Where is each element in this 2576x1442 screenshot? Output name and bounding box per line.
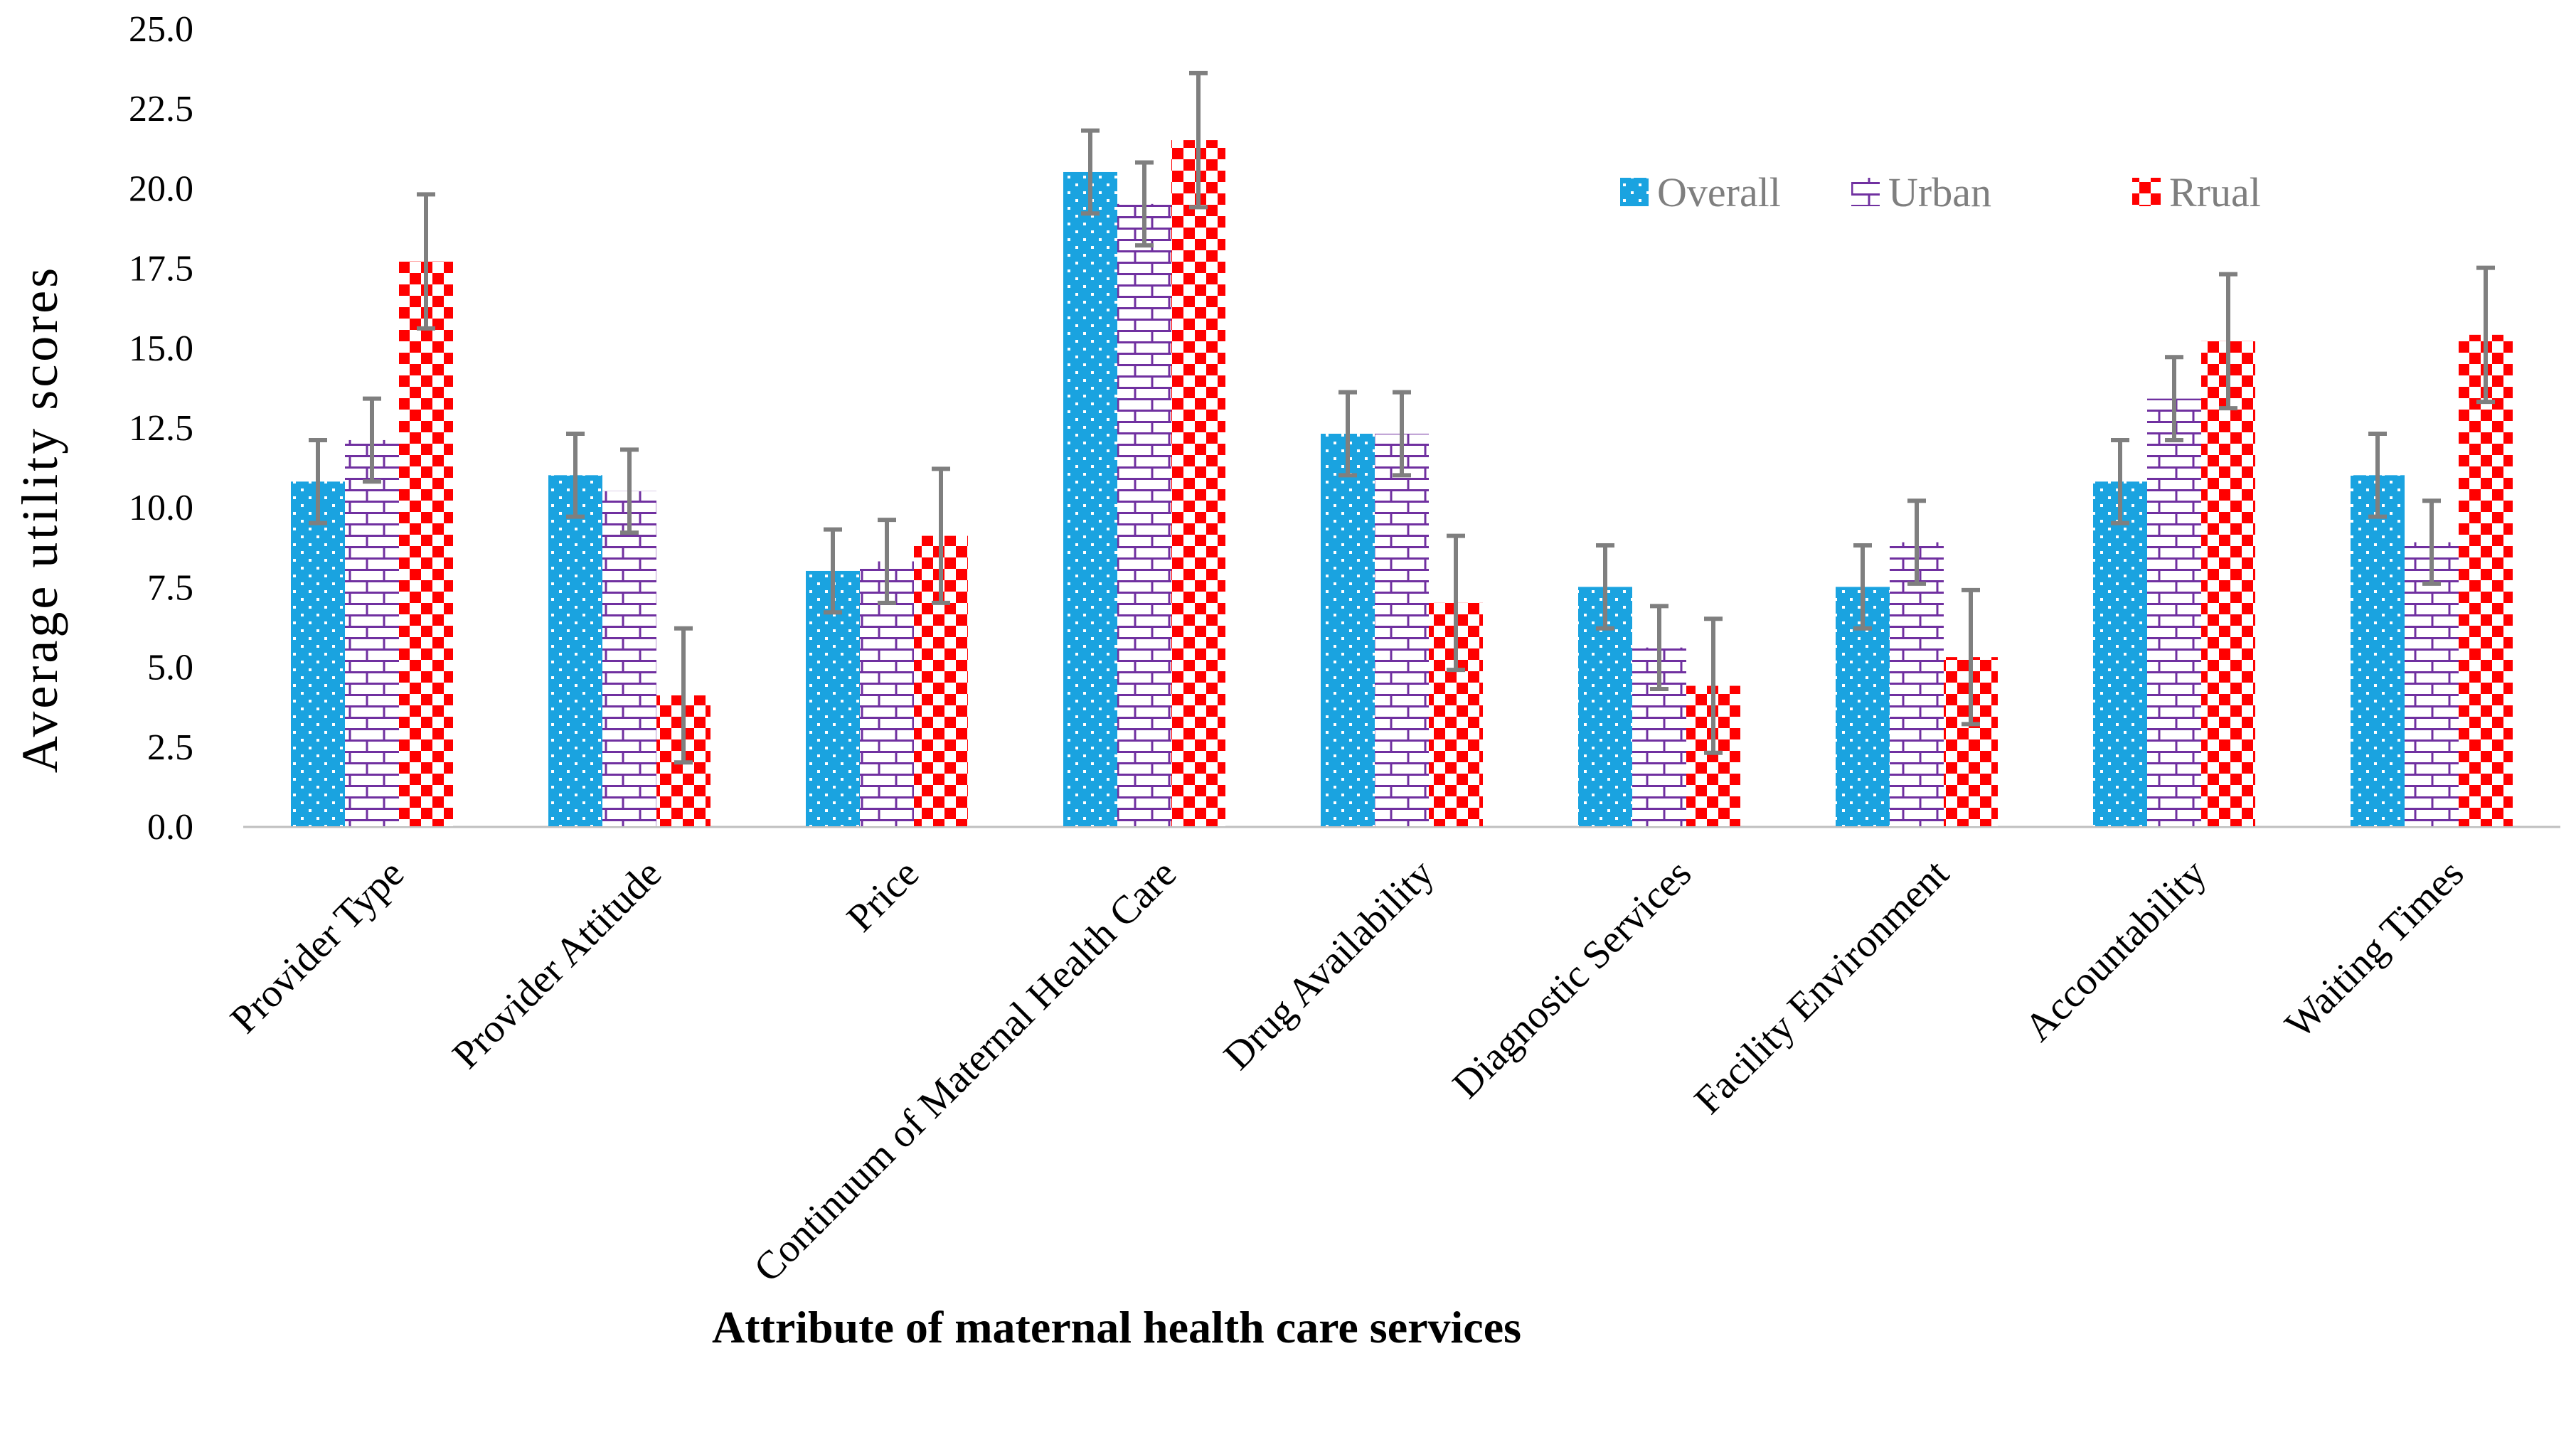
x-tick-label: Continuum of Maternal Health Care <box>745 851 1185 1291</box>
error-bar <box>309 437 327 525</box>
error-bar <box>1393 390 1411 478</box>
x-axis: Provider Type Provider Attitude PriceConti… <box>222 826 2560 1291</box>
bar-urban-7 <box>2147 398 2201 826</box>
x-axis-title: Attribute of maternal health care servic… <box>712 1302 1521 1352</box>
legend-label-rrual: Rrual <box>2169 169 2261 215</box>
error-bars <box>309 70 2495 765</box>
y-tick-label: 12.5 <box>129 408 193 449</box>
y-tick-label: 0.0 <box>147 807 193 848</box>
x-tick-label: Waiting Times <box>2277 851 2472 1047</box>
y-tick-label: 7.5 <box>147 567 193 608</box>
y-tick-label: 10.0 <box>129 488 193 528</box>
error-bar <box>1907 498 1926 586</box>
error-bar <box>417 192 435 331</box>
bar-overall-7 <box>2093 481 2147 826</box>
legend-label-urban: Urban <box>1888 169 1991 215</box>
bar-rrual-3 <box>1171 140 1225 826</box>
bar-urban-0 <box>345 439 399 826</box>
error-bar <box>2422 498 2441 586</box>
error-bar <box>824 527 842 615</box>
x-tick-label: Provider Attitude <box>444 851 670 1077</box>
bar-overall-1 <box>548 475 602 826</box>
bar-overall-0 <box>291 481 345 826</box>
error-bar <box>1853 543 1872 631</box>
error-bar <box>363 396 381 484</box>
error-bar <box>2111 437 2129 525</box>
legend-swatch-overall <box>1620 178 1649 206</box>
bar-urban-1 <box>602 491 656 826</box>
error-bar <box>2219 272 2237 411</box>
y-tick-label: 17.5 <box>129 249 193 289</box>
error-bar <box>1189 70 1208 210</box>
error-bar <box>932 466 950 605</box>
error-bar <box>566 431 585 519</box>
error-bar <box>1704 616 1723 755</box>
x-tick-label: Accountability <box>2016 851 2215 1050</box>
bar-overall-4 <box>1321 433 1375 826</box>
error-bar <box>620 447 639 535</box>
y-tick-label: 2.5 <box>147 727 193 768</box>
error-bar <box>2476 265 2495 405</box>
error-bar <box>2165 355 2183 442</box>
error-bar <box>878 518 896 605</box>
bar-urban-8 <box>2405 542 2459 826</box>
error-bar <box>1596 543 1614 631</box>
bar-urban-2 <box>860 561 914 826</box>
bar-overall-3 <box>1063 171 1117 826</box>
y-tick-label: 5.0 <box>147 648 193 688</box>
x-tick-label: Diagnostic Services <box>1444 851 1700 1106</box>
error-bar <box>674 626 693 765</box>
error-bar <box>1081 128 1100 216</box>
bar-rrual-0 <box>399 261 453 826</box>
bar-urban-6 <box>1890 542 1944 826</box>
x-tick-label: Price <box>839 851 927 940</box>
x-tick-label: Provider Type <box>222 851 413 1042</box>
y-tick-label: 15.0 <box>129 329 193 369</box>
x-tick-label: Facility Environment <box>1686 851 1958 1123</box>
error-bar <box>1338 390 1357 478</box>
bars <box>291 140 2513 827</box>
legend-swatch-rrual <box>2132 178 2161 206</box>
error-bar <box>1135 160 1154 248</box>
y-axis-title-group: Average utility scores <box>11 265 68 773</box>
error-bar <box>1962 587 1980 727</box>
y-tick-label: 25.0 <box>129 9 193 50</box>
bar-rrual-8 <box>2459 334 2513 826</box>
y-axis-title: Average utility scores <box>11 265 68 773</box>
legend-label-overall: Overall <box>1657 169 1781 215</box>
y-tick-label: 20.0 <box>129 169 193 209</box>
bar-rrual-7 <box>2201 341 2255 827</box>
x-tick-label: Drug Availability <box>1215 851 1442 1078</box>
error-bar <box>2368 431 2387 519</box>
y-axis: 0.0 2.5 5.0 7.5 10.0 12.5 15.0 17.5 20.0 22.5 25.0 <box>129 9 193 848</box>
bar-overall-8 <box>2351 475 2405 826</box>
bar-urban-4 <box>1375 433 1429 826</box>
legend: Overall Urban Rrual <box>1620 169 2261 215</box>
y-tick-label: 22.5 <box>129 89 193 129</box>
error-bar <box>1650 604 1668 692</box>
error-bar <box>1447 533 1465 673</box>
legend-swatch-urban <box>1851 178 1880 206</box>
bar-urban-3 <box>1117 203 1171 827</box>
